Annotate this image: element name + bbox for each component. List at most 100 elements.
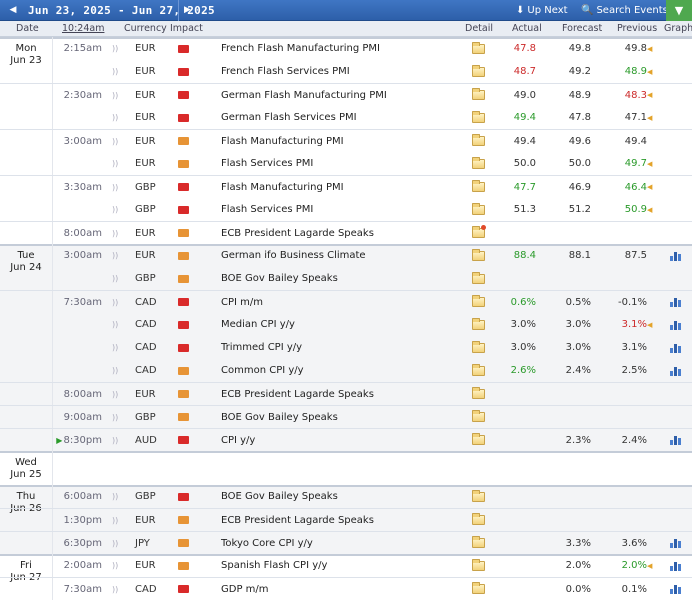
table-row[interactable]: )) EUR Flash Services PMI 50.0 50.0 49.7 ◀ bbox=[0, 152, 692, 175]
table-row[interactable]: 1:30pm)) EUR ECB President Lagarde Speaks bbox=[0, 508, 692, 531]
event-title[interactable]: French Flash Services PMI bbox=[221, 66, 350, 77]
detail-folder-icon[interactable] bbox=[472, 248, 485, 261]
event-title[interactable]: German Flash Manufacturing PMI bbox=[221, 89, 387, 101]
table-row[interactable]: 3:00am)) EUR Flash Manufacturing PMI 49.4 49… bbox=[0, 129, 692, 152]
bar-chart-icon[interactable] bbox=[670, 251, 682, 261]
table-row[interactable]: 2:30am)) EUR German Flash Manufacturing PM… bbox=[0, 83, 692, 106]
table-row[interactable]: )) EUR German Flash Services PMI 49.4 47.8 47… bbox=[0, 106, 692, 129]
detail-folder-icon[interactable] bbox=[472, 295, 485, 307]
table-row[interactable]: )) CAD Common CPI y/y 2.6% 2.4% 2.5% bbox=[0, 359, 692, 382]
event-title[interactable]: ECB President Lagarde Speaks bbox=[221, 227, 374, 239]
revised-flag-icon[interactable]: ◀ bbox=[647, 320, 653, 329]
detail-folder-icon[interactable] bbox=[472, 387, 485, 399]
filter-icon[interactable]: ▼ bbox=[666, 0, 692, 21]
detail-folder-icon[interactable] bbox=[472, 363, 485, 376]
event-title[interactable]: Flash Manufacturing PMI bbox=[221, 181, 344, 193]
detail-folder-icon[interactable] bbox=[472, 317, 485, 330]
event-title[interactable]: BOE Gov Bailey Speaks bbox=[221, 491, 338, 502]
table-row[interactable]: 9:00am)) GBP BOE Gov Bailey Speaks bbox=[0, 405, 692, 428]
event-title[interactable]: CPI y/y bbox=[221, 434, 256, 446]
detail-folder-icon[interactable] bbox=[472, 489, 485, 502]
detail-folder-icon[interactable] bbox=[472, 340, 485, 353]
event-time: 3:00am bbox=[62, 244, 102, 267]
table-row[interactable]: 8:00am)) EUR ECB President Lagarde Speaks bbox=[0, 382, 692, 405]
bar-chart-icon[interactable] bbox=[670, 435, 682, 445]
up-next-button[interactable]: ⬇ Up Next bbox=[516, 0, 568, 21]
detail-folder-icon[interactable] bbox=[472, 558, 485, 571]
event-title[interactable]: Flash Services PMI bbox=[221, 158, 314, 169]
detail-folder-icon[interactable] bbox=[472, 536, 485, 548]
detail-folder-icon[interactable] bbox=[472, 110, 485, 123]
table-row[interactable]: 3:30am)) GBP Flash Manufacturing PMI 47.7 46… bbox=[0, 175, 692, 198]
table-row[interactable]: 2:00am)) EUR Spanish Flash CPI y/y 2.0% 2.0%… bbox=[0, 554, 692, 577]
event-title[interactable]: ECB President Lagarde Speaks bbox=[221, 388, 374, 400]
detail-folder-icon[interactable] bbox=[472, 410, 485, 422]
table-row[interactable]: )) EUR French Flash Services PMI 48.7 49.2 48… bbox=[0, 60, 692, 83]
event-title[interactable]: Median CPI y/y bbox=[221, 319, 295, 330]
event-time: 6:00am bbox=[62, 485, 102, 508]
event-title[interactable]: CPI m/m bbox=[221, 296, 263, 308]
detail-folder-icon[interactable] bbox=[472, 41, 485, 54]
detail-folder-icon[interactable] bbox=[472, 225, 486, 238]
detail-folder-icon[interactable] bbox=[472, 156, 485, 169]
revised-flag-icon[interactable]: ◀ bbox=[647, 113, 653, 122]
table-row[interactable]: 2:15am)) EUR French Flash Manufacturing PM… bbox=[0, 37, 692, 60]
detail-folder-icon[interactable] bbox=[472, 433, 485, 445]
detail-folder-icon[interactable] bbox=[472, 513, 485, 525]
revised-flag-icon[interactable]: ◀ bbox=[647, 67, 653, 76]
detail-folder-icon[interactable] bbox=[472, 271, 485, 284]
revised-flag-icon[interactable]: ◀ bbox=[647, 44, 653, 53]
event-title[interactable]: German ifo Business Climate bbox=[221, 250, 366, 261]
detail-folder-icon[interactable] bbox=[472, 202, 485, 215]
search-events-button[interactable]: 🔍 Search Events bbox=[581, 0, 668, 21]
bar-chart-icon[interactable] bbox=[670, 366, 682, 376]
date-range-label[interactable]: Jun 23, 2025 - Jun 27, 2025 bbox=[28, 4, 215, 17]
event-title[interactable]: German Flash Services PMI bbox=[221, 112, 357, 123]
revised-flag-icon[interactable]: ◀ bbox=[647, 205, 653, 214]
revised-flag-icon[interactable]: ◀ bbox=[647, 183, 653, 191]
table-row[interactable]: )) GBP Flash Services PMI 51.3 51.2 50.9 ◀ bbox=[0, 198, 692, 221]
detail-folder-icon[interactable] bbox=[472, 180, 485, 192]
detail-folder-icon[interactable] bbox=[472, 134, 485, 146]
event-title[interactable]: ECB President Lagarde Speaks bbox=[221, 514, 374, 526]
table-row[interactable]: 3:00am)) EUR German ifo Business Climate 88… bbox=[0, 244, 692, 267]
table-row[interactable]: 7:30am)) CAD CPI m/m 0.6% 0.5% -0.1% bbox=[0, 290, 692, 313]
table-row[interactable]: ▶ 8:30pm)) AUD CPI y/y 2.3% 2.4% bbox=[0, 428, 692, 451]
table-row[interactable]: 6:00am)) GBP BOE Gov Bailey Speaks bbox=[0, 485, 692, 508]
bar-chart-icon[interactable] bbox=[670, 343, 682, 353]
bar-chart-icon[interactable] bbox=[670, 538, 682, 548]
caret-right-icon[interactable]: ▶ bbox=[178, 0, 196, 21]
table-row[interactable]: )) GBP BOE Gov Bailey Speaks bbox=[0, 267, 692, 290]
sound-icon: )) bbox=[112, 320, 119, 329]
revised-flag-icon[interactable]: ◀ bbox=[647, 159, 653, 168]
bar-chart-icon[interactable] bbox=[670, 584, 682, 594]
bar-chart-icon[interactable] bbox=[670, 320, 682, 330]
bar-chart-icon[interactable] bbox=[670, 561, 682, 571]
event-title[interactable]: Common CPI y/y bbox=[221, 365, 304, 376]
event-title[interactable]: Flash Manufacturing PMI bbox=[221, 135, 344, 147]
event-title[interactable]: GDP m/m bbox=[221, 583, 269, 595]
table-row[interactable]: 8:00am)) EUR ECB President Lagarde Speaks bbox=[0, 221, 692, 244]
header-time[interactable]: 10:24am bbox=[62, 23, 105, 34]
bar-chart-icon[interactable] bbox=[670, 297, 682, 307]
table-row[interactable]: 6:30pm)) JPY Tokyo Core CPI y/y 3.3% 3.6% bbox=[0, 531, 692, 554]
event-title[interactable]: Spanish Flash CPI y/y bbox=[221, 560, 328, 571]
caret-left-icon[interactable]: ◀ bbox=[9, 5, 17, 15]
revised-flag-icon[interactable]: ◀ bbox=[647, 561, 653, 570]
detail-folder-icon[interactable] bbox=[472, 88, 485, 100]
detail-folder-icon[interactable] bbox=[472, 582, 485, 594]
event-time-text: 3:30am bbox=[63, 181, 102, 193]
event-title[interactable]: Tokyo Core CPI y/y bbox=[221, 537, 313, 549]
actual-value: 50.0 bbox=[513, 158, 536, 169]
table-row[interactable]: )) CAD Median CPI y/y 3.0% 3.0% 3.1% ◀ bbox=[0, 313, 692, 336]
table-row[interactable]: 7:30am)) CAD GDP m/m 0.0% 0.1% bbox=[0, 577, 692, 600]
event-title[interactable]: French Flash Manufacturing PMI bbox=[221, 43, 381, 54]
revised-flag-icon[interactable]: ◀ bbox=[647, 91, 653, 99]
event-title[interactable]: BOE Gov Bailey Speaks bbox=[221, 273, 338, 284]
event-title[interactable]: Trimmed CPI y/y bbox=[221, 342, 303, 353]
table-row[interactable]: )) CAD Trimmed CPI y/y 3.0% 3.0% 3.1% bbox=[0, 336, 692, 359]
event-title[interactable]: BOE Gov Bailey Speaks bbox=[221, 411, 338, 423]
detail-folder-icon[interactable] bbox=[472, 64, 485, 77]
column-header: Date 10:24am Currency Impact Detail Actu… bbox=[0, 21, 692, 37]
event-title[interactable]: Flash Services PMI bbox=[221, 204, 314, 215]
